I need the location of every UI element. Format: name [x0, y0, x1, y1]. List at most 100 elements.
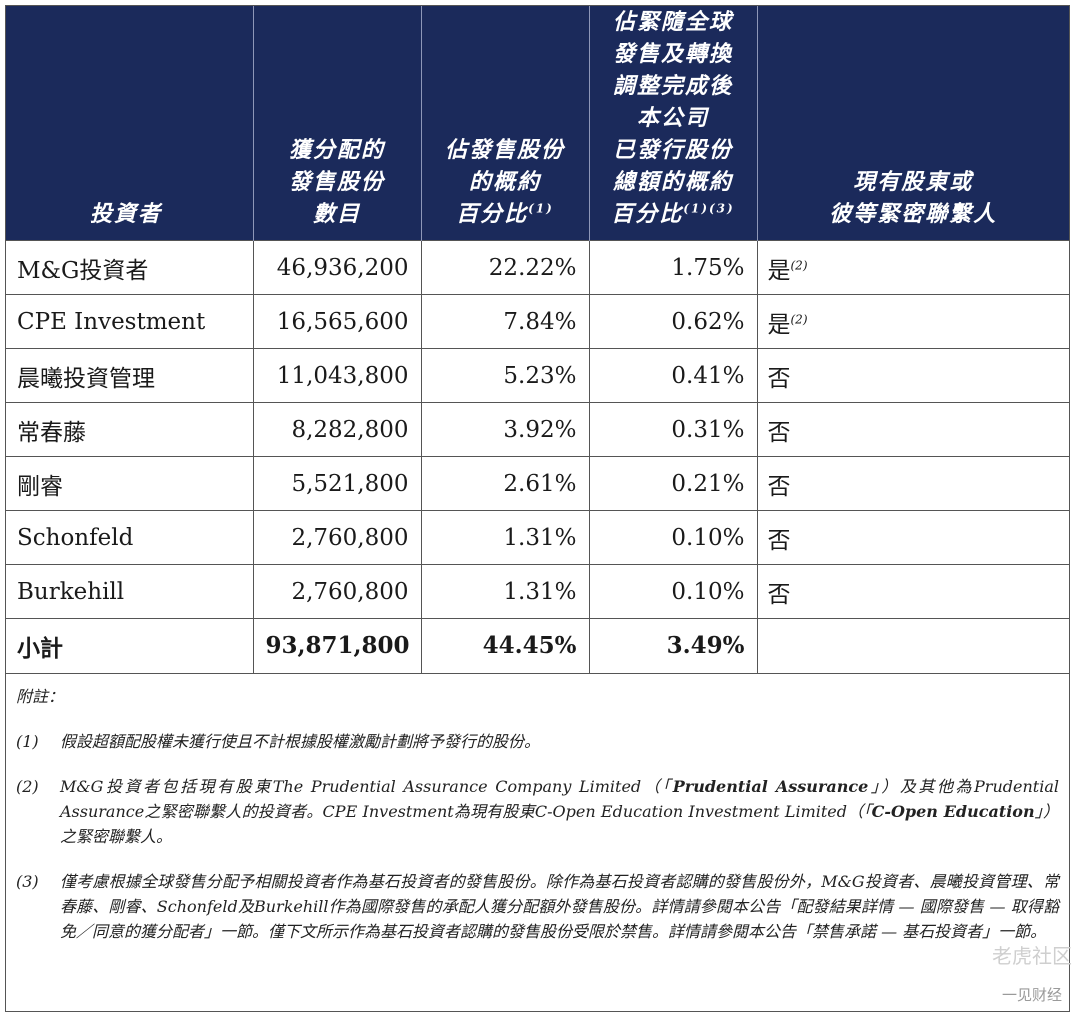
- pct-total-cell: 0.41%: [589, 348, 758, 403]
- footnote-segment: 」）及其他為Prudential Assurance之緊密聯繫人的投資者。CPE…: [60, 776, 1059, 821]
- header-line: 佔發售股份: [444, 137, 565, 163]
- pct-offer-cell-text: 22.22%: [488, 254, 577, 281]
- footnote-segment: M&G投資者包括現有股東The Prudential Assurance Com…: [60, 776, 673, 796]
- table-row: CPE Investment 16,565,600 7.84% 0.62% 是(2): [6, 294, 1069, 349]
- table-row: 晨曦投資管理 11,043,800 5.23% 0.41% 否: [6, 348, 1069, 403]
- header-line: 發售股份: [288, 169, 385, 195]
- footnote-item: (3) 僅考慮根據全球發售分配予相關投資者作為基石投資者的發售股份。除作為基石投資…: [16, 869, 1059, 944]
- existing-cell-text: 是: [767, 311, 791, 338]
- cornerstone-allocation-table: 投資者 獲分配的 發售股份 數目 佔發售股份 的概約 百分比(1) 佔緊隨全球 …: [6, 6, 1069, 673]
- pct-offer-cell-text: 1.31%: [503, 578, 577, 605]
- shares-cell: 8,282,800: [253, 402, 422, 457]
- shares-cell-text: 2,760,800: [291, 578, 409, 605]
- pct-offer-cell-text: 7.84%: [503, 308, 577, 335]
- pct-total-cell: 0.31%: [589, 402, 758, 457]
- pct-offer-cell: 5.23%: [421, 348, 590, 403]
- total-pct-offer: 44.45%: [421, 618, 590, 673]
- pct-offer-cell: 1.31%: [421, 510, 590, 565]
- investor-cell-text: Schonfeld: [17, 524, 134, 551]
- header-line: 總額的概約: [612, 169, 733, 195]
- header-line: 發售及轉換: [612, 41, 733, 67]
- shares-cell-text: 16,565,600: [276, 308, 409, 335]
- investor-cell: 剛睿: [6, 456, 254, 511]
- shares-cell: 2,760,800: [253, 510, 422, 565]
- investor-cell-text: 剛睿: [17, 473, 63, 500]
- existing-cell-text: 是: [767, 257, 791, 284]
- table-row: Schonfeld 2,760,800 1.31% 0.10% 否: [6, 510, 1069, 565]
- notes-section: 附註： (1) 假設超額配股權未獲行使且不計根據股權激勵計劃將予發行的股份。 (2)…: [6, 672, 1069, 944]
- footnote-segment: 假設超額配股權未獲行使且不計根據股權激勵計劃將予發行的股份。: [60, 731, 541, 751]
- pct-offer-cell-text: 5.23%: [503, 362, 577, 389]
- pct-offer-cell-text: 2.61%: [503, 470, 577, 497]
- header-line: 彼等緊密聯繫人: [829, 201, 998, 227]
- pct-total-cell-text: 0.31%: [671, 416, 745, 443]
- investor-cell-text: CPE Investment: [17, 308, 206, 335]
- investor-cell-text: 常春藤: [17, 419, 86, 446]
- footnote-key: (3): [16, 871, 39, 891]
- pct-offer-cell-text: 1.31%: [503, 524, 577, 551]
- header-line: 現有股東或: [853, 169, 974, 195]
- footnote-ref: (1)(3): [683, 201, 735, 216]
- table-row: M&G投資者 46,936,200 22.22% 1.75% 是(2): [6, 240, 1069, 295]
- notes-heading: 附註：: [16, 686, 65, 706]
- shares-cell: 11,043,800: [253, 348, 422, 403]
- existing-cell: 是(2): [757, 294, 1069, 349]
- investor-cell-text: 晨曦投資管理: [17, 365, 155, 392]
- existing-cell-text: 否: [767, 419, 791, 446]
- header-line: 百分比: [611, 201, 684, 227]
- footnote-segment: 僅考慮根據全球發售分配予相關投資者作為基石投資者的發售股份。除作為基石投資者認購…: [60, 871, 1059, 941]
- header-line: 已發行股份: [612, 137, 733, 163]
- header-existing-shareholder: 現有股東或 彼等緊密聯繫人: [757, 6, 1069, 241]
- investor-cell: 晨曦投資管理: [6, 348, 254, 403]
- total-row: 小計 93,871,800 44.45% 3.49%: [6, 618, 1069, 673]
- existing-cell: 否: [757, 402, 1069, 457]
- investor-cell: CPE Investment: [6, 294, 254, 349]
- existing-cell: 否: [757, 348, 1069, 403]
- existing-cell-text: 否: [767, 365, 791, 392]
- pct-total-cell: 1.75%: [589, 240, 758, 295]
- pct-total-cell: 0.21%: [589, 456, 758, 511]
- footnote-ref: (2): [790, 311, 808, 326]
- pct-total-cell: 0.10%: [589, 564, 758, 619]
- shares-cell-text: 5,521,800: [291, 470, 409, 497]
- existing-cell: 否: [757, 510, 1069, 565]
- existing-cell: 否: [757, 564, 1069, 619]
- footnote-key: (2): [16, 776, 39, 796]
- header-line: 數目: [312, 201, 361, 227]
- shares-cell: 16,565,600: [253, 294, 422, 349]
- pct-total-cell-text: 0.10%: [671, 524, 745, 551]
- footnote-text: M&G投資者包括現有股東The Prudential Assurance Com…: [60, 774, 1059, 849]
- footnote-ref: (1): [528, 201, 554, 216]
- footnote-item: (2) M&G投資者包括現有股東The Prudential Assurance …: [16, 774, 1059, 849]
- footnote-text: 假設超額配股權未獲行使且不計根據股權激勵計劃將予發行的股份。: [60, 729, 1059, 754]
- pct-total-cell-text: 1.75%: [671, 254, 745, 281]
- pct-total-cell: 0.62%: [589, 294, 758, 349]
- existing-cell-text: 否: [767, 473, 791, 500]
- total-label: 小計: [6, 618, 254, 673]
- pct-offer-cell: 2.61%: [421, 456, 590, 511]
- pct-total-cell: 0.10%: [589, 510, 758, 565]
- existing-cell: 否: [757, 456, 1069, 511]
- pct-offer-cell: 3.92%: [421, 402, 590, 457]
- total-pct-total: 3.49%: [589, 618, 758, 673]
- pct-total-cell-text: 0.10%: [671, 578, 745, 605]
- header-line: 的概約: [468, 169, 541, 195]
- total-shares: 93,871,800: [253, 618, 422, 673]
- shares-cell: 2,760,800: [253, 564, 422, 619]
- existing-cell-text: 否: [767, 527, 791, 554]
- table-row: Burkehill 2,760,800 1.31% 0.10% 否: [6, 564, 1069, 619]
- header-line: 本公司: [636, 105, 709, 131]
- watermark-brand: 一见财经: [1001, 986, 1062, 1004]
- total-existing: [757, 618, 1069, 673]
- investor-cell: Schonfeld: [6, 510, 254, 565]
- header-line: 佔緊隨全球: [612, 9, 733, 35]
- pct-total-cell-text: 0.21%: [671, 470, 745, 497]
- watermark-logo: 老虎社区: [992, 944, 1072, 968]
- footnote-ref: (2): [790, 257, 808, 272]
- header-investor: 投資者: [6, 6, 254, 241]
- pct-offer-cell: 7.84%: [421, 294, 590, 349]
- defined-term: C-Open Education: [871, 801, 1035, 821]
- footnote-item: (1) 假設超額配股權未獲行使且不計根據股權激勵計劃將予發行的股份。: [16, 729, 1059, 754]
- header-row: 投資者 獲分配的 發售股份 數目 佔發售股份 的概約 百分比(1) 佔緊隨全球 …: [6, 6, 1069, 241]
- footnote-key: (1): [16, 731, 39, 751]
